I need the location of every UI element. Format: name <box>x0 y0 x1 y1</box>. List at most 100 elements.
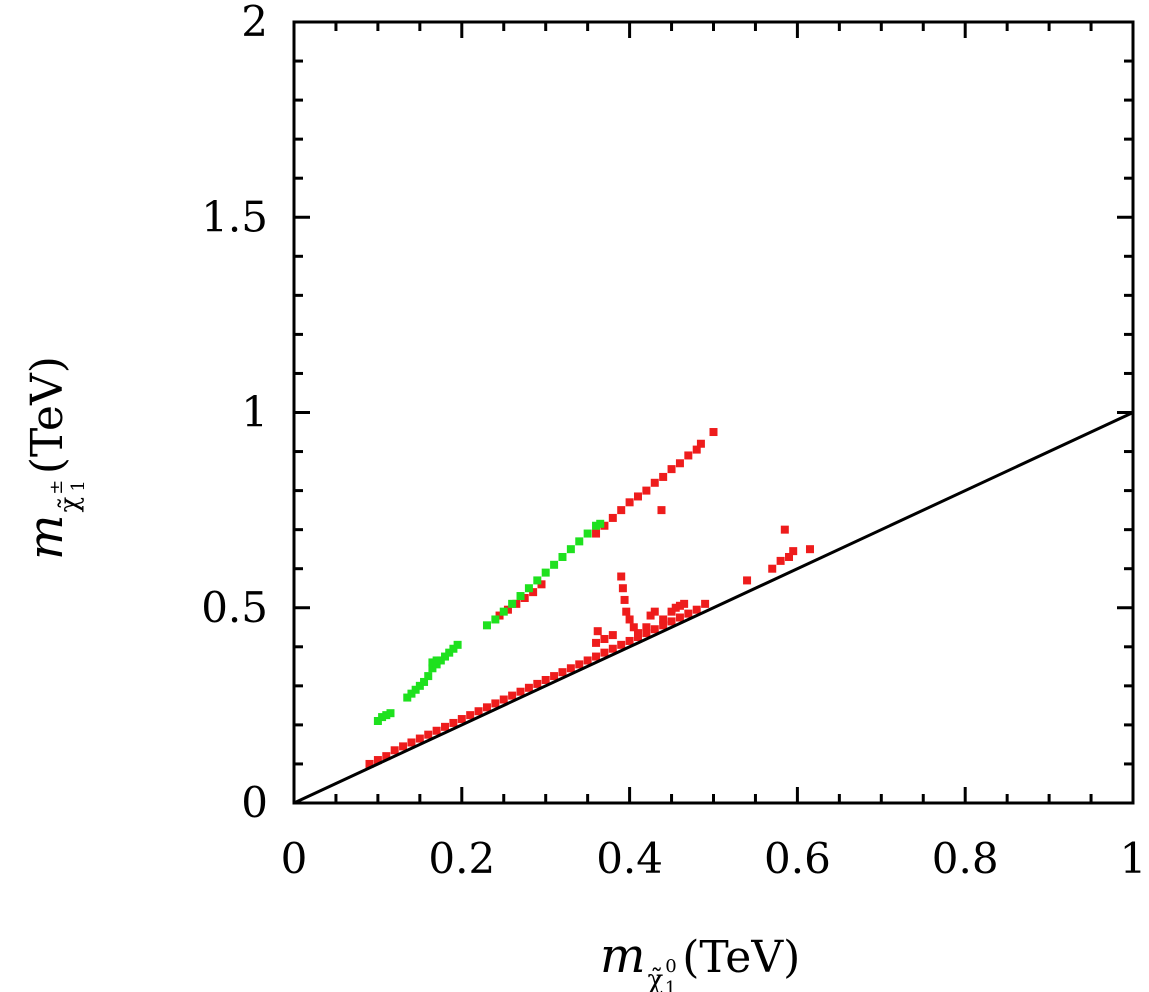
data-point <box>466 711 475 720</box>
x-tick-label: 0.4 <box>596 834 663 883</box>
y-axis-var: m <box>18 514 74 560</box>
data-point <box>558 668 567 677</box>
data-point <box>411 685 420 694</box>
data-point <box>529 588 538 597</box>
data-point <box>583 656 592 665</box>
data-point <box>657 506 666 515</box>
x-tick-label: 0 <box>281 834 308 883</box>
y-axis-sub-sub: 1 <box>68 480 89 491</box>
data-point <box>432 726 441 735</box>
data-point <box>650 625 659 634</box>
data-point <box>449 644 458 653</box>
data-point <box>642 623 651 632</box>
data-point <box>592 652 601 661</box>
series-green-band <box>373 519 605 725</box>
data-point <box>622 607 631 616</box>
data-point <box>420 677 429 686</box>
data-point <box>596 519 605 528</box>
data-point <box>709 428 718 437</box>
y-tick-label: 0 <box>241 778 268 827</box>
data-point <box>407 738 416 747</box>
data-point <box>508 691 517 700</box>
data-point <box>516 687 525 696</box>
data-point <box>617 640 626 649</box>
data-point <box>701 599 710 608</box>
data-point <box>436 656 445 665</box>
y-axis-sub-sup: ± <box>46 480 67 495</box>
data-point <box>785 552 794 561</box>
data-point <box>482 621 491 630</box>
data-point <box>432 656 441 665</box>
y-tick-label: 1.5 <box>201 192 268 241</box>
data-point <box>386 709 395 718</box>
data-point <box>583 529 592 538</box>
data-point <box>382 752 391 761</box>
data-point <box>520 593 529 602</box>
data-point <box>684 451 693 460</box>
data-point <box>566 664 575 673</box>
data-point <box>642 629 651 638</box>
data-point <box>373 756 382 765</box>
y-axis-unit: (TeV) <box>22 356 73 474</box>
data-point <box>533 679 542 688</box>
data-point <box>667 617 676 626</box>
data-point <box>667 607 676 616</box>
data-point <box>608 644 617 653</box>
data-point <box>378 713 387 722</box>
x-tick-label: 0.8 <box>932 834 999 883</box>
data-point <box>575 537 584 546</box>
data-point <box>633 492 642 501</box>
data-point <box>499 607 508 616</box>
y-tick-label: 1 <box>241 388 268 437</box>
data-point <box>667 465 676 474</box>
y-tick-label: 0.5 <box>201 583 268 632</box>
data-point <box>453 640 462 649</box>
data-point <box>625 615 634 624</box>
reference-line-layer <box>293 411 1134 805</box>
data-point <box>575 660 584 669</box>
data-point <box>550 560 559 569</box>
data-point <box>524 584 533 593</box>
data-point <box>675 601 684 610</box>
data-point <box>776 556 785 565</box>
data-point <box>650 478 659 487</box>
data-point <box>768 564 777 573</box>
data-point <box>399 742 408 751</box>
data-point <box>805 545 814 554</box>
data-point <box>474 707 483 716</box>
data-point <box>592 529 601 538</box>
data-point <box>629 623 638 632</box>
data-point <box>789 547 798 556</box>
data-point <box>503 605 512 614</box>
data-point <box>541 568 550 577</box>
data-point <box>541 675 550 684</box>
data-point <box>617 506 626 515</box>
data-point <box>592 638 601 647</box>
x-axis-sub: χ̃ <box>648 965 664 992</box>
data-point <box>365 759 374 768</box>
x-tick-label: 0.2 <box>428 834 495 883</box>
data-point <box>491 615 500 624</box>
x-axis-var: m <box>600 928 646 984</box>
series-layer <box>365 428 814 768</box>
data-point <box>491 699 500 708</box>
data-point <box>441 652 450 661</box>
data-point <box>499 695 508 704</box>
data-point <box>600 521 609 530</box>
data-point <box>428 658 437 667</box>
data-point <box>558 552 567 561</box>
tick-label-layer: 0 0.2 0.4 0.6 0.8 1 0 0.5 1 1.5 2 <box>201 0 1146 883</box>
data-point <box>642 486 651 495</box>
data-point <box>659 621 668 630</box>
data-point <box>424 672 433 681</box>
data-point <box>592 521 601 530</box>
data-point <box>600 634 609 643</box>
data-point <box>449 718 458 727</box>
data-point <box>445 648 454 657</box>
data-point <box>407 689 416 698</box>
data-point <box>482 703 491 712</box>
data-point <box>457 715 466 724</box>
data-point <box>441 722 450 731</box>
